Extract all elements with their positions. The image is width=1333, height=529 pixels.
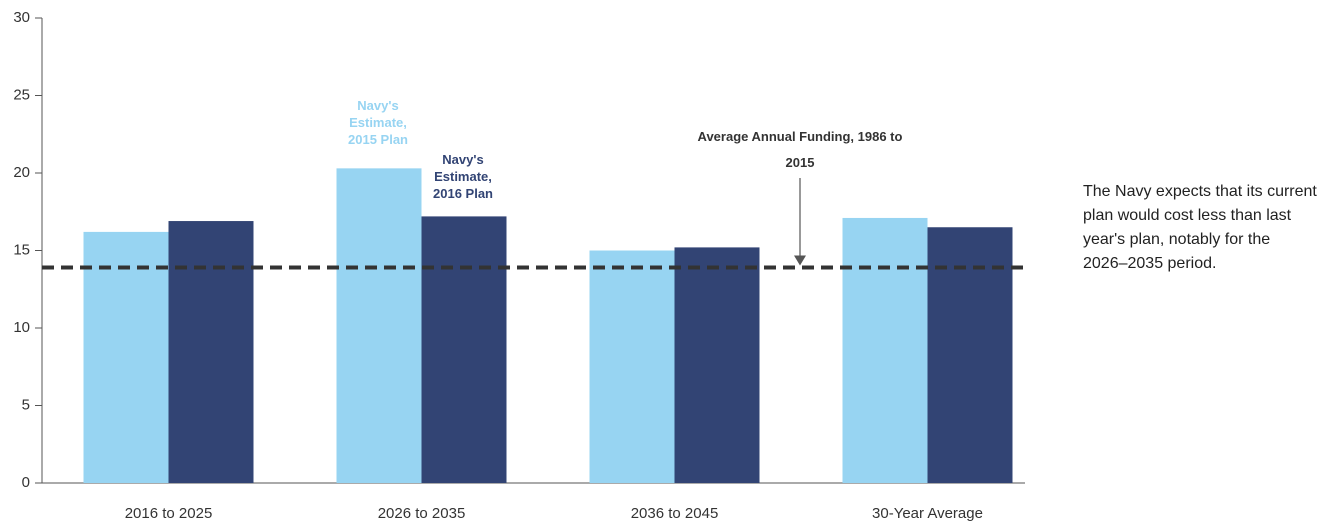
bar (168, 221, 254, 484)
y-tick-label: 5 (22, 396, 30, 413)
reference-label: Average Annual Funding, 1986 to 2015 (697, 129, 903, 170)
y-tick-label: 15 (13, 241, 30, 258)
series-label: Navy's Estimate, 2015 Plan (348, 98, 408, 147)
series-label: Navy's Estimate, 2016 Plan (433, 152, 493, 201)
bar (842, 217, 928, 483)
bar (674, 247, 760, 483)
x-tick-label: 2016 to 2025 (125, 505, 213, 522)
arrowhead (794, 255, 806, 266)
bar (927, 227, 1013, 483)
y-tick-label: 10 (13, 319, 30, 336)
note: The Navy expects that its current plan w… (1083, 183, 1317, 272)
bar (589, 250, 675, 483)
y-tick-label: 0 (22, 474, 30, 491)
x-tick-label: 2036 to 2045 (631, 505, 719, 522)
bar (421, 216, 507, 483)
bar (83, 231, 169, 483)
y-tick-label: 25 (13, 86, 30, 103)
x-tick-label: 2026 to 2035 (378, 505, 466, 522)
x-tick-label: 30-Year Average (872, 505, 983, 522)
y-tick-label: 20 (13, 164, 30, 181)
y-tick-label: 30 (13, 9, 30, 26)
bar (336, 168, 422, 483)
